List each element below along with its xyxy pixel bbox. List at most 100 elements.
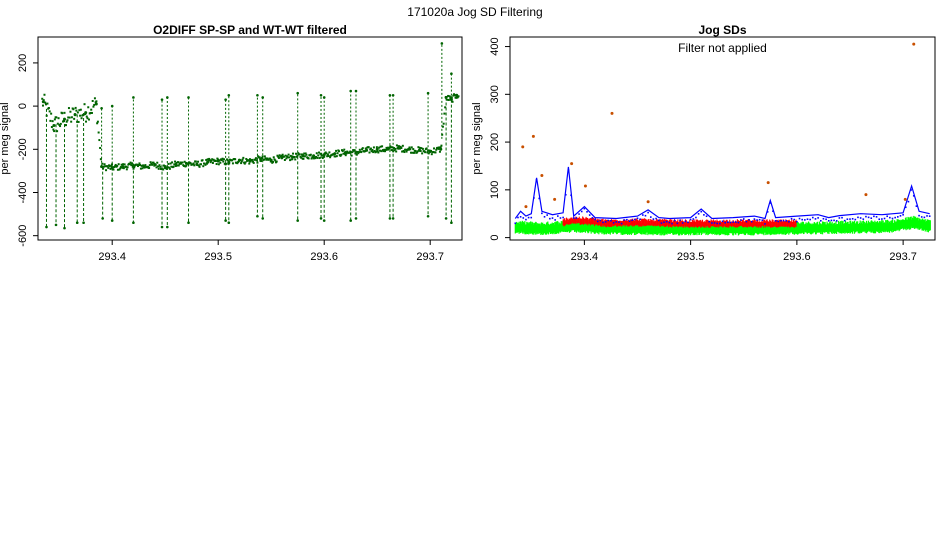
data-point: [242, 156, 245, 159]
data-point: [424, 151, 427, 154]
data-point: [297, 152, 300, 155]
data-point: [399, 145, 402, 148]
data-point: [95, 100, 98, 103]
data-point: [277, 155, 280, 158]
data-blue-point: [668, 221, 671, 224]
data-blue-point: [923, 216, 926, 219]
data-blue-point: [599, 219, 602, 222]
chart-title: Jog SDs: [698, 23, 746, 37]
data-point: [212, 158, 215, 161]
data-point: [450, 72, 453, 76]
data-point: [278, 154, 281, 157]
data-point: [272, 156, 275, 159]
data-blue-point: [822, 217, 825, 220]
data-point: [147, 165, 150, 168]
data-point: [351, 151, 354, 154]
data-blue-point: [753, 218, 756, 220]
data-layer: [41, 42, 460, 230]
data-point: [257, 155, 260, 158]
data-point: [85, 120, 88, 123]
data-blue-point: [889, 216, 891, 219]
data-point: [263, 158, 266, 161]
data-blue-point: [838, 217, 841, 219]
data-outlier: [646, 200, 650, 204]
data-point: [440, 42, 444, 45]
data-point: [211, 161, 214, 164]
data-point: [110, 219, 114, 222]
x-tick-label: 293.7: [416, 251, 444, 263]
data-point: [326, 153, 329, 156]
data-point: [179, 162, 182, 165]
data-point: [148, 167, 151, 170]
data-point: [354, 151, 358, 155]
data-point: [132, 221, 135, 225]
data-point: [449, 98, 453, 102]
data-blue-point: [812, 216, 814, 219]
data-point: [103, 163, 106, 166]
data-point: [97, 131, 100, 134]
data-point: [96, 120, 99, 123]
data-point: [370, 150, 373, 153]
data-blue-point: [894, 216, 896, 219]
data-blue-point: [764, 223, 766, 225]
data-point: [202, 165, 205, 168]
data-blue-point: [711, 222, 713, 224]
data-point: [52, 128, 55, 131]
data-blue-point: [594, 218, 596, 221]
figure-title: 171020a Jog SD Filtering: [407, 5, 543, 19]
data-point: [108, 165, 111, 168]
data-blue-point: [899, 215, 902, 217]
data-point: [187, 221, 190, 225]
data-point: [388, 94, 392, 97]
data-point: [327, 154, 330, 157]
data-point: [197, 164, 200, 167]
data-blue-point: [657, 219, 660, 222]
data-point: [183, 160, 186, 163]
data-point: [283, 155, 286, 158]
data-point: [354, 217, 358, 220]
data-point: [82, 113, 85, 116]
data-blue-point: [881, 218, 883, 220]
data-point: [245, 157, 248, 160]
data-point: [193, 164, 196, 167]
data-blue-point: [904, 206, 907, 209]
data-point: [269, 158, 273, 162]
data-point: [280, 154, 283, 157]
data-blue-point: [631, 219, 633, 222]
data-point: [210, 159, 213, 162]
data-point: [53, 130, 56, 133]
data-point: [435, 148, 438, 151]
data-point: [56, 122, 59, 125]
data-point: [130, 164, 133, 167]
data-blue-point: [607, 219, 610, 222]
data-blue-point: [522, 217, 525, 219]
data-blue-point: [636, 217, 639, 220]
data-point: [142, 165, 146, 169]
data-point: [174, 162, 178, 166]
data-blue-point: [915, 205, 918, 207]
data-point: [322, 153, 326, 157]
data-blue-point: [562, 216, 564, 219]
data-point: [375, 150, 378, 153]
data-blue-point: [639, 218, 641, 221]
data-blue-point: [652, 218, 655, 220]
data-blue-point: [655, 217, 657, 220]
data-blue-point: [612, 222, 615, 224]
data-blue-point: [867, 216, 870, 219]
data-point: [207, 159, 210, 162]
data-blue-point: [538, 197, 541, 200]
data-point: [99, 146, 102, 149]
data-blue-point: [687, 221, 689, 224]
data-blue-point: [827, 220, 830, 222]
data-point: [182, 164, 185, 167]
data-blue-point: [732, 221, 734, 223]
data-point: [85, 115, 88, 118]
data-point: [260, 157, 263, 160]
data-point: [59, 125, 62, 128]
data-point: [444, 217, 448, 220]
data-outlier: [766, 181, 770, 185]
data-point: [335, 155, 338, 158]
data-point: [398, 145, 401, 148]
data-point: [289, 159, 292, 162]
data-blue-point: [873, 215, 875, 218]
